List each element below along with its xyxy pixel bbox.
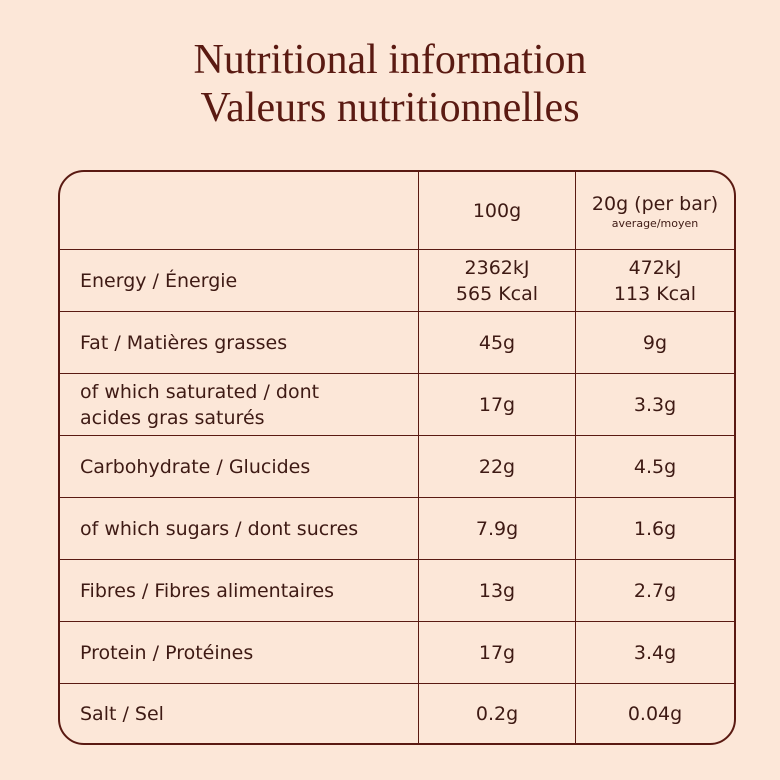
value-cell: 4.5g bbox=[576, 436, 734, 498]
value: 17g bbox=[478, 393, 516, 416]
value-cell: 0.2g bbox=[419, 684, 576, 743]
value-cell: 17g bbox=[419, 622, 576, 684]
header-cell: 20g (per bar) average/moyen bbox=[576, 172, 734, 250]
row-label-cell: Fat / Matières grasses bbox=[60, 312, 419, 374]
header-label: 20g (per bar) bbox=[591, 193, 719, 215]
value: 3.3g bbox=[633, 393, 677, 416]
value: 4.5g bbox=[633, 455, 677, 478]
row-label: of which saturated / dont acides gras sa… bbox=[80, 380, 320, 429]
value-cell: 9g bbox=[576, 312, 734, 374]
row-label: Carbohydrate / Glucides bbox=[80, 455, 311, 478]
value-cell: 17g bbox=[419, 374, 576, 436]
value-cell: 22g bbox=[419, 436, 576, 498]
value-cell: 0.04g bbox=[576, 684, 734, 743]
value-cell: 3.4g bbox=[576, 622, 734, 684]
value: 3.4g bbox=[633, 641, 677, 664]
row-label: Fat / Matières grasses bbox=[80, 331, 288, 354]
value: 13g bbox=[478, 579, 516, 602]
value: 22g bbox=[478, 455, 516, 478]
value-line: 113 Kcal bbox=[613, 282, 697, 305]
value-cell: 7.9g bbox=[419, 498, 576, 560]
header-note: average/moyen bbox=[611, 217, 699, 230]
value-cell: 1.6g bbox=[576, 498, 734, 560]
row-label: of which sugars / dont sucres bbox=[80, 517, 359, 540]
value-cell: 2.7g bbox=[576, 560, 734, 622]
value: 0.2g bbox=[475, 702, 519, 725]
value: 0.04g bbox=[627, 702, 683, 725]
title: Nutritional information Valeurs nutritio… bbox=[0, 36, 780, 132]
row-label-cell: Salt / Sel bbox=[60, 684, 419, 743]
row-label: Fibres / Fibres alimentaires bbox=[80, 579, 335, 602]
value-cell: 13g bbox=[419, 560, 576, 622]
title-line: Nutritional information bbox=[193, 37, 587, 83]
value: 45g bbox=[478, 331, 516, 354]
value: 7.9g bbox=[475, 517, 519, 540]
row-label: Salt / Sel bbox=[80, 702, 164, 725]
row-label: Energy / Énergie bbox=[80, 269, 238, 292]
row-label-cell: Carbohydrate / Glucides bbox=[60, 436, 419, 498]
row-label-cell: Protein / Protéines bbox=[60, 622, 419, 684]
value-cell: 2362kJ 565 Kcal bbox=[419, 250, 576, 312]
value: 2.7g bbox=[633, 579, 677, 602]
value-cell: 472kJ 113 Kcal bbox=[576, 250, 734, 312]
row-label-cell: of which saturated / dont acides gras sa… bbox=[60, 374, 419, 436]
row-label-cell: of which sugars / dont sucres bbox=[60, 498, 419, 560]
value-line: 2362kJ bbox=[464, 256, 530, 279]
header-cell: 100g bbox=[419, 172, 576, 250]
title-line: Valeurs nutritionnelles bbox=[200, 85, 580, 131]
value-cell: 45g bbox=[419, 312, 576, 374]
header-label: 100g bbox=[472, 199, 522, 222]
row-label-cell: Fibres / Fibres alimentaires bbox=[60, 560, 419, 622]
header-cell bbox=[60, 172, 419, 250]
value: 17g bbox=[478, 641, 516, 664]
row-label-cell: Energy / Énergie bbox=[60, 250, 419, 312]
value-line: 565 Kcal bbox=[455, 282, 539, 305]
value: 1.6g bbox=[633, 517, 677, 540]
value-line: 472kJ bbox=[628, 256, 682, 279]
value: 9g bbox=[642, 331, 668, 354]
row-label: Protein / Protéines bbox=[80, 641, 254, 664]
value-cell: 3.3g bbox=[576, 374, 734, 436]
nutrition-table: 100g 20g (per bar) average/moyen Energy /… bbox=[58, 170, 736, 745]
